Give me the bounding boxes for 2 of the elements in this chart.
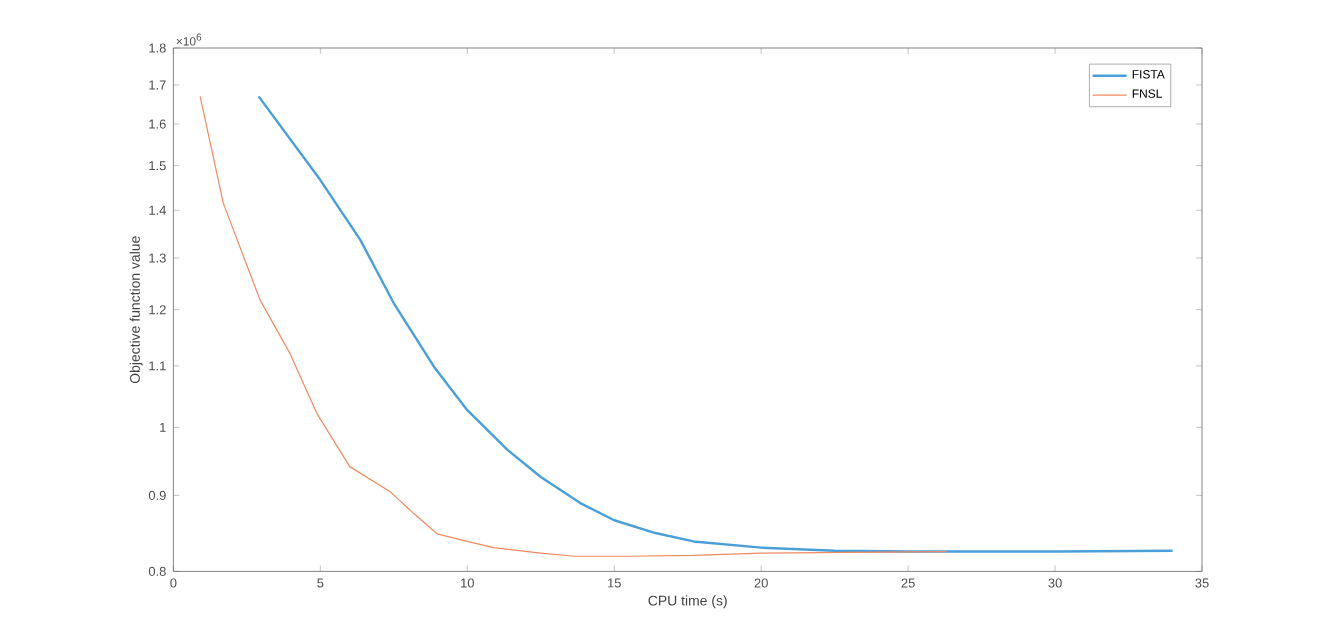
line-series bbox=[199, 95, 947, 557]
line-series bbox=[257, 95, 1174, 553]
